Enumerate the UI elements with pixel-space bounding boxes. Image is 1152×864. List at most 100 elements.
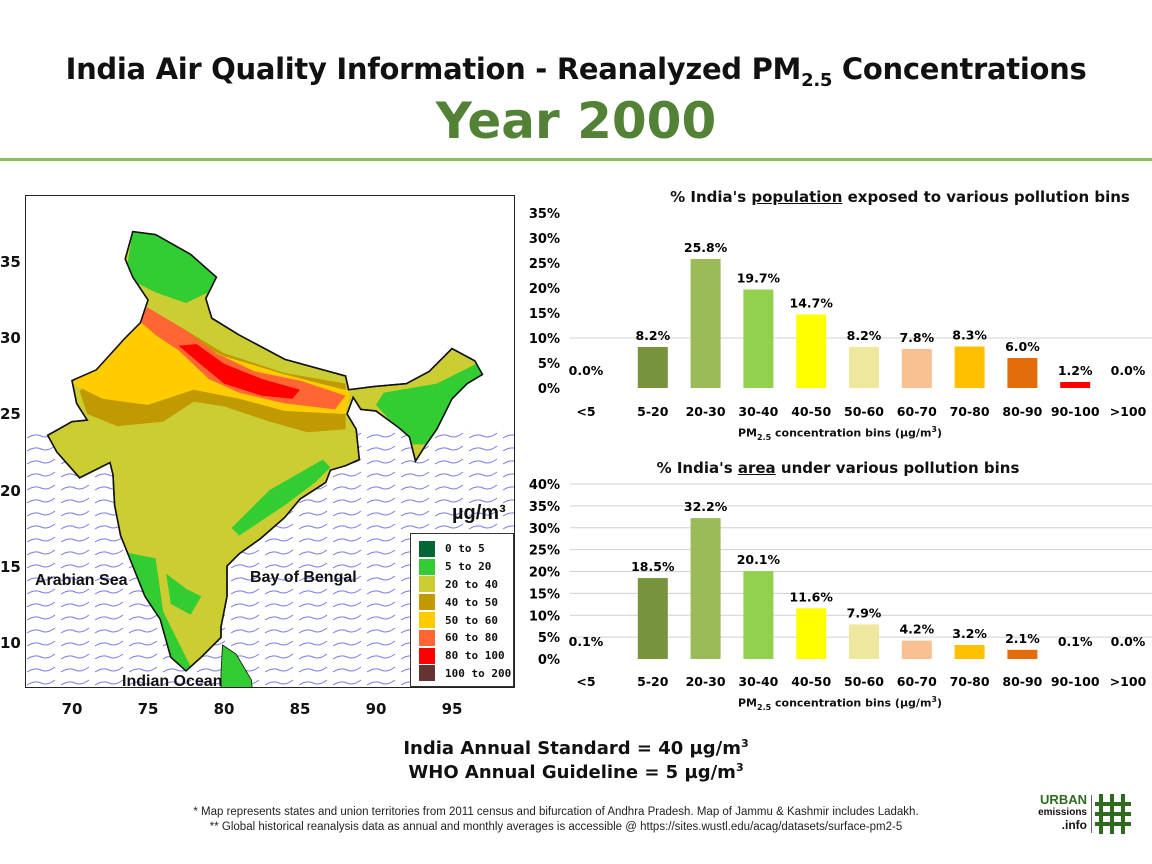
data-label: 0.0% [1111, 634, 1146, 649]
data-label: 3.2% [952, 626, 987, 641]
y-tick-label: 10% [529, 609, 560, 624]
x-tick-label: <5 [576, 404, 595, 419]
legend-swatch [419, 540, 435, 557]
x-tick-label: 30-40 [738, 404, 778, 419]
logo-line3: .info [1061, 818, 1087, 832]
chart1-title-post: exposed to various pollution bins [842, 188, 1130, 206]
legend-item: 20 to 40 [419, 576, 513, 594]
data-label: 19.7% [737, 271, 781, 286]
x-tick-label: 5-20 [637, 674, 669, 689]
data-label: 14.7% [790, 296, 834, 311]
x-tick-label: 20-30 [686, 674, 726, 689]
title-subscript: 2.5 [801, 69, 833, 91]
legend-item: 50 to 60 [419, 611, 513, 629]
logo-line2: emissions [1038, 807, 1087, 818]
legend-label: 0 to 5 [445, 542, 485, 556]
legend-label: 80 to 100 [445, 649, 505, 663]
title-end: Concentrations [832, 52, 1087, 86]
urban-emissions-logo: URBAN emissions .info [1035, 792, 1135, 834]
bar-80-90 [1007, 649, 1038, 659]
bar-90-100 [1060, 382, 1091, 388]
chart1-title: % India's population exposed to various … [600, 188, 1152, 206]
xlabel-sup: 3 [931, 425, 937, 434]
data-label: 7.9% [847, 605, 882, 620]
footnote-2: ** Global historical reanalysis data as … [209, 821, 903, 833]
legend-label: 60 to 80 [445, 631, 498, 645]
x-tick-label: >100 [1110, 674, 1147, 689]
x-tick-label: 80-90 [1002, 674, 1042, 689]
india-standard: India Annual Standard = 40 µg/m3 [0, 737, 1152, 759]
y-tick-label: 30% [529, 232, 560, 247]
bar-60-70 [901, 640, 932, 659]
data-label: 25.8% [684, 240, 728, 255]
x-tick-label: 40-50 [791, 404, 831, 419]
legend-swatch [419, 647, 435, 664]
legend-swatch [419, 576, 435, 593]
grid-hash-icon [1091, 794, 1131, 834]
bar-70-80 [954, 645, 985, 659]
bar-40-50 [796, 314, 827, 388]
data-label: 8.2% [847, 328, 882, 343]
data-label: 7.8% [899, 330, 934, 345]
xlabel-sub: 2.5 [757, 432, 772, 442]
x-tick-label: 50-60 [844, 674, 884, 689]
xlabel-pre: PM [737, 696, 757, 710]
chart2-title-emphasis: area [737, 459, 776, 477]
bar-5-20 [637, 347, 668, 388]
data-label: 0.0% [1111, 363, 1146, 378]
page-title: India Air Quality Information - Reanalyz… [0, 52, 1152, 91]
india-standard-text: India Annual Standard = 40 µg/m [403, 738, 741, 759]
legend-item: 100 to 200 [419, 665, 513, 683]
y-tick-label: 5% [538, 357, 560, 372]
sri-lanka [220, 644, 253, 688]
y-tick-label: 0% [538, 382, 560, 397]
who-guideline: WHO Annual Guideline = 5 µg/m3 [0, 761, 1152, 783]
lat-tick: 35 [0, 253, 21, 271]
legend-item: 40 to 50 [419, 593, 513, 611]
legend-swatch [419, 594, 435, 611]
x-tick-label: 80-90 [1002, 404, 1042, 419]
chart1-xlabel: PM2.5 concentration bins (µg/m3) [640, 425, 1040, 442]
legend-swatch [419, 558, 435, 575]
bar-50-60 [849, 347, 879, 388]
legend-item: 5 to 20 [419, 558, 513, 576]
bar-40-50 [796, 608, 827, 659]
data-label: 8.2% [635, 328, 670, 343]
map-frame [25, 195, 515, 688]
y-tick-label: 15% [529, 307, 560, 322]
data-label: 1.2% [1058, 363, 1093, 378]
legend-label: 50 to 60 [445, 613, 498, 627]
legend-swatch [419, 612, 435, 629]
title-text: India Air Quality Information - Reanalyz… [65, 52, 802, 86]
x-tick-label: >100 [1110, 404, 1147, 419]
x-tick-label: 20-30 [686, 404, 726, 419]
chart2-title: % India's area under various pollution b… [538, 459, 1138, 477]
x-tick-label: <5 [576, 674, 595, 689]
chart1-title-emphasis: population [751, 188, 843, 206]
label-indian-ocean: Indian Ocean [122, 673, 223, 690]
xlabel-mid: concentration bins (µg/m [771, 426, 932, 440]
legend-label: 20 to 40 [445, 577, 498, 591]
x-tick-label: 90-100 [1051, 674, 1100, 689]
data-label: 0.1% [569, 634, 604, 649]
lat-tick: 20 [0, 482, 21, 500]
data-label: 0.1% [1058, 634, 1093, 649]
xlabel-sup: 3 [931, 695, 937, 704]
bar-80-90 [1007, 358, 1038, 388]
legend-item: 60 to 80 [419, 629, 513, 647]
x-tick-label: 90-100 [1051, 404, 1100, 419]
data-label: 2.1% [1005, 631, 1040, 646]
x-tick-label: 70-80 [950, 674, 990, 689]
label-bay-of-bengal: Bay of Bengal [250, 569, 357, 586]
xlabel-post: ) [936, 426, 943, 440]
y-tick-label: 10% [529, 332, 560, 347]
x-tick-label: 40-50 [791, 674, 831, 689]
y-tick-label: 15% [529, 587, 560, 602]
x-tick-label: 5-20 [637, 404, 669, 419]
bar-20-30 [690, 518, 721, 659]
lat-tick: 25 [0, 405, 21, 423]
region-80-100 [178, 344, 300, 399]
y-tick-label: 0% [538, 653, 560, 668]
legend-unit: µg/m³ [452, 502, 506, 524]
